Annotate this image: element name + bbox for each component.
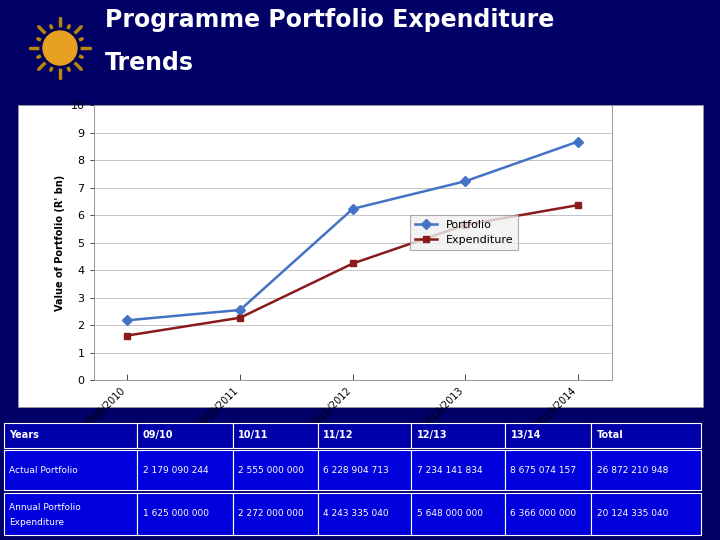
FancyBboxPatch shape (591, 492, 701, 535)
FancyBboxPatch shape (505, 492, 591, 535)
Text: Programme Portfolio Expenditure: Programme Portfolio Expenditure (105, 8, 554, 32)
X-axis label: Financial Year: Financial Year (309, 435, 397, 445)
Text: 12/13: 12/13 (417, 430, 447, 440)
Portfolio (462, 178, 470, 184)
Expenditure (462, 221, 470, 228)
Portfolio (348, 206, 357, 212)
FancyBboxPatch shape (411, 492, 505, 535)
FancyBboxPatch shape (318, 492, 411, 535)
FancyBboxPatch shape (137, 423, 233, 448)
Text: Years: Years (9, 430, 39, 440)
FancyBboxPatch shape (318, 423, 411, 448)
Text: 4 243 335 040: 4 243 335 040 (323, 509, 389, 518)
Text: Trends: Trends (105, 51, 194, 75)
Portfolio (123, 317, 132, 323)
FancyBboxPatch shape (411, 450, 505, 490)
Expenditure (235, 314, 244, 321)
FancyBboxPatch shape (591, 450, 701, 490)
Text: 2 555 000 000: 2 555 000 000 (238, 465, 305, 475)
FancyBboxPatch shape (137, 450, 233, 490)
FancyBboxPatch shape (233, 492, 318, 535)
FancyBboxPatch shape (505, 423, 591, 448)
Line: Portfolio: Portfolio (124, 138, 582, 324)
FancyBboxPatch shape (233, 423, 318, 448)
Text: 20 124 335 040: 20 124 335 040 (597, 509, 668, 518)
Text: 26 872 210 948: 26 872 210 948 (597, 465, 668, 475)
Portfolio (235, 307, 244, 313)
Text: 2 272 000 000: 2 272 000 000 (238, 509, 304, 518)
Text: Expenditure: Expenditure (9, 518, 64, 527)
Expenditure (123, 332, 132, 339)
Text: 6 228 904 713: 6 228 904 713 (323, 465, 389, 475)
Text: Annual Portfolio: Annual Portfolio (9, 503, 81, 512)
Text: 11/12: 11/12 (323, 430, 354, 440)
Text: Total: Total (597, 430, 624, 440)
Text: 2 179 090 244: 2 179 090 244 (143, 465, 208, 475)
FancyBboxPatch shape (137, 492, 233, 535)
FancyBboxPatch shape (318, 450, 411, 490)
Text: Actual Portfolio: Actual Portfolio (9, 465, 78, 475)
FancyBboxPatch shape (4, 492, 137, 535)
Portfolio (574, 138, 582, 145)
FancyBboxPatch shape (411, 423, 505, 448)
FancyBboxPatch shape (505, 450, 591, 490)
Text: 6 366 000 000: 6 366 000 000 (510, 509, 577, 518)
Text: 10/11: 10/11 (238, 430, 269, 440)
Text: 5 648 000 000: 5 648 000 000 (417, 509, 483, 518)
Expenditure (574, 202, 582, 208)
FancyBboxPatch shape (233, 450, 318, 490)
Text: 8 675 074 157: 8 675 074 157 (510, 465, 577, 475)
Text: 1 625 000 000: 1 625 000 000 (143, 509, 209, 518)
FancyBboxPatch shape (591, 423, 701, 448)
Text: 13/14: 13/14 (510, 430, 541, 440)
Circle shape (43, 31, 77, 65)
Text: 09/10: 09/10 (143, 430, 173, 440)
Circle shape (40, 28, 80, 68)
Expenditure (348, 260, 357, 267)
FancyBboxPatch shape (4, 423, 137, 448)
Line: Expenditure: Expenditure (124, 201, 582, 339)
Text: 7 234 141 834: 7 234 141 834 (417, 465, 482, 475)
FancyBboxPatch shape (4, 450, 137, 490)
Y-axis label: Value of Portfolio (R' bn): Value of Portfolio (R' bn) (55, 174, 65, 311)
Legend: Portfolio, Expenditure: Portfolio, Expenditure (410, 215, 518, 249)
